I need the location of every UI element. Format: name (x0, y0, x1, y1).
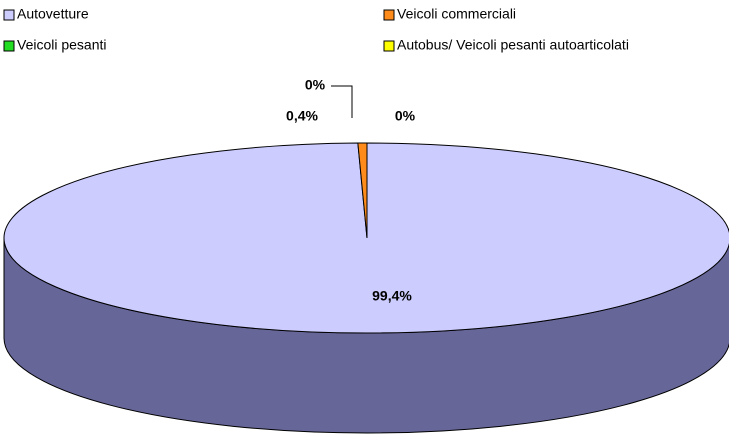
legend-swatch (383, 9, 395, 21)
legend-swatch (3, 40, 15, 52)
legend-swatch (3, 9, 15, 21)
data-label: 99,4% (372, 288, 412, 304)
legend-label: Veicoli commerciali (397, 6, 516, 22)
leader-line (331, 85, 353, 118)
legend-label: Autovetture (17, 6, 89, 22)
data-label: 0% (305, 77, 326, 93)
legend-label: Veicoli pesanti (17, 37, 107, 53)
data-label: 0% (395, 108, 416, 124)
legend-label: Autobus/ Veicoli pesanti autoarticolati (397, 37, 629, 53)
legend-swatch (383, 40, 395, 52)
data-label: 0,4% (286, 108, 318, 124)
